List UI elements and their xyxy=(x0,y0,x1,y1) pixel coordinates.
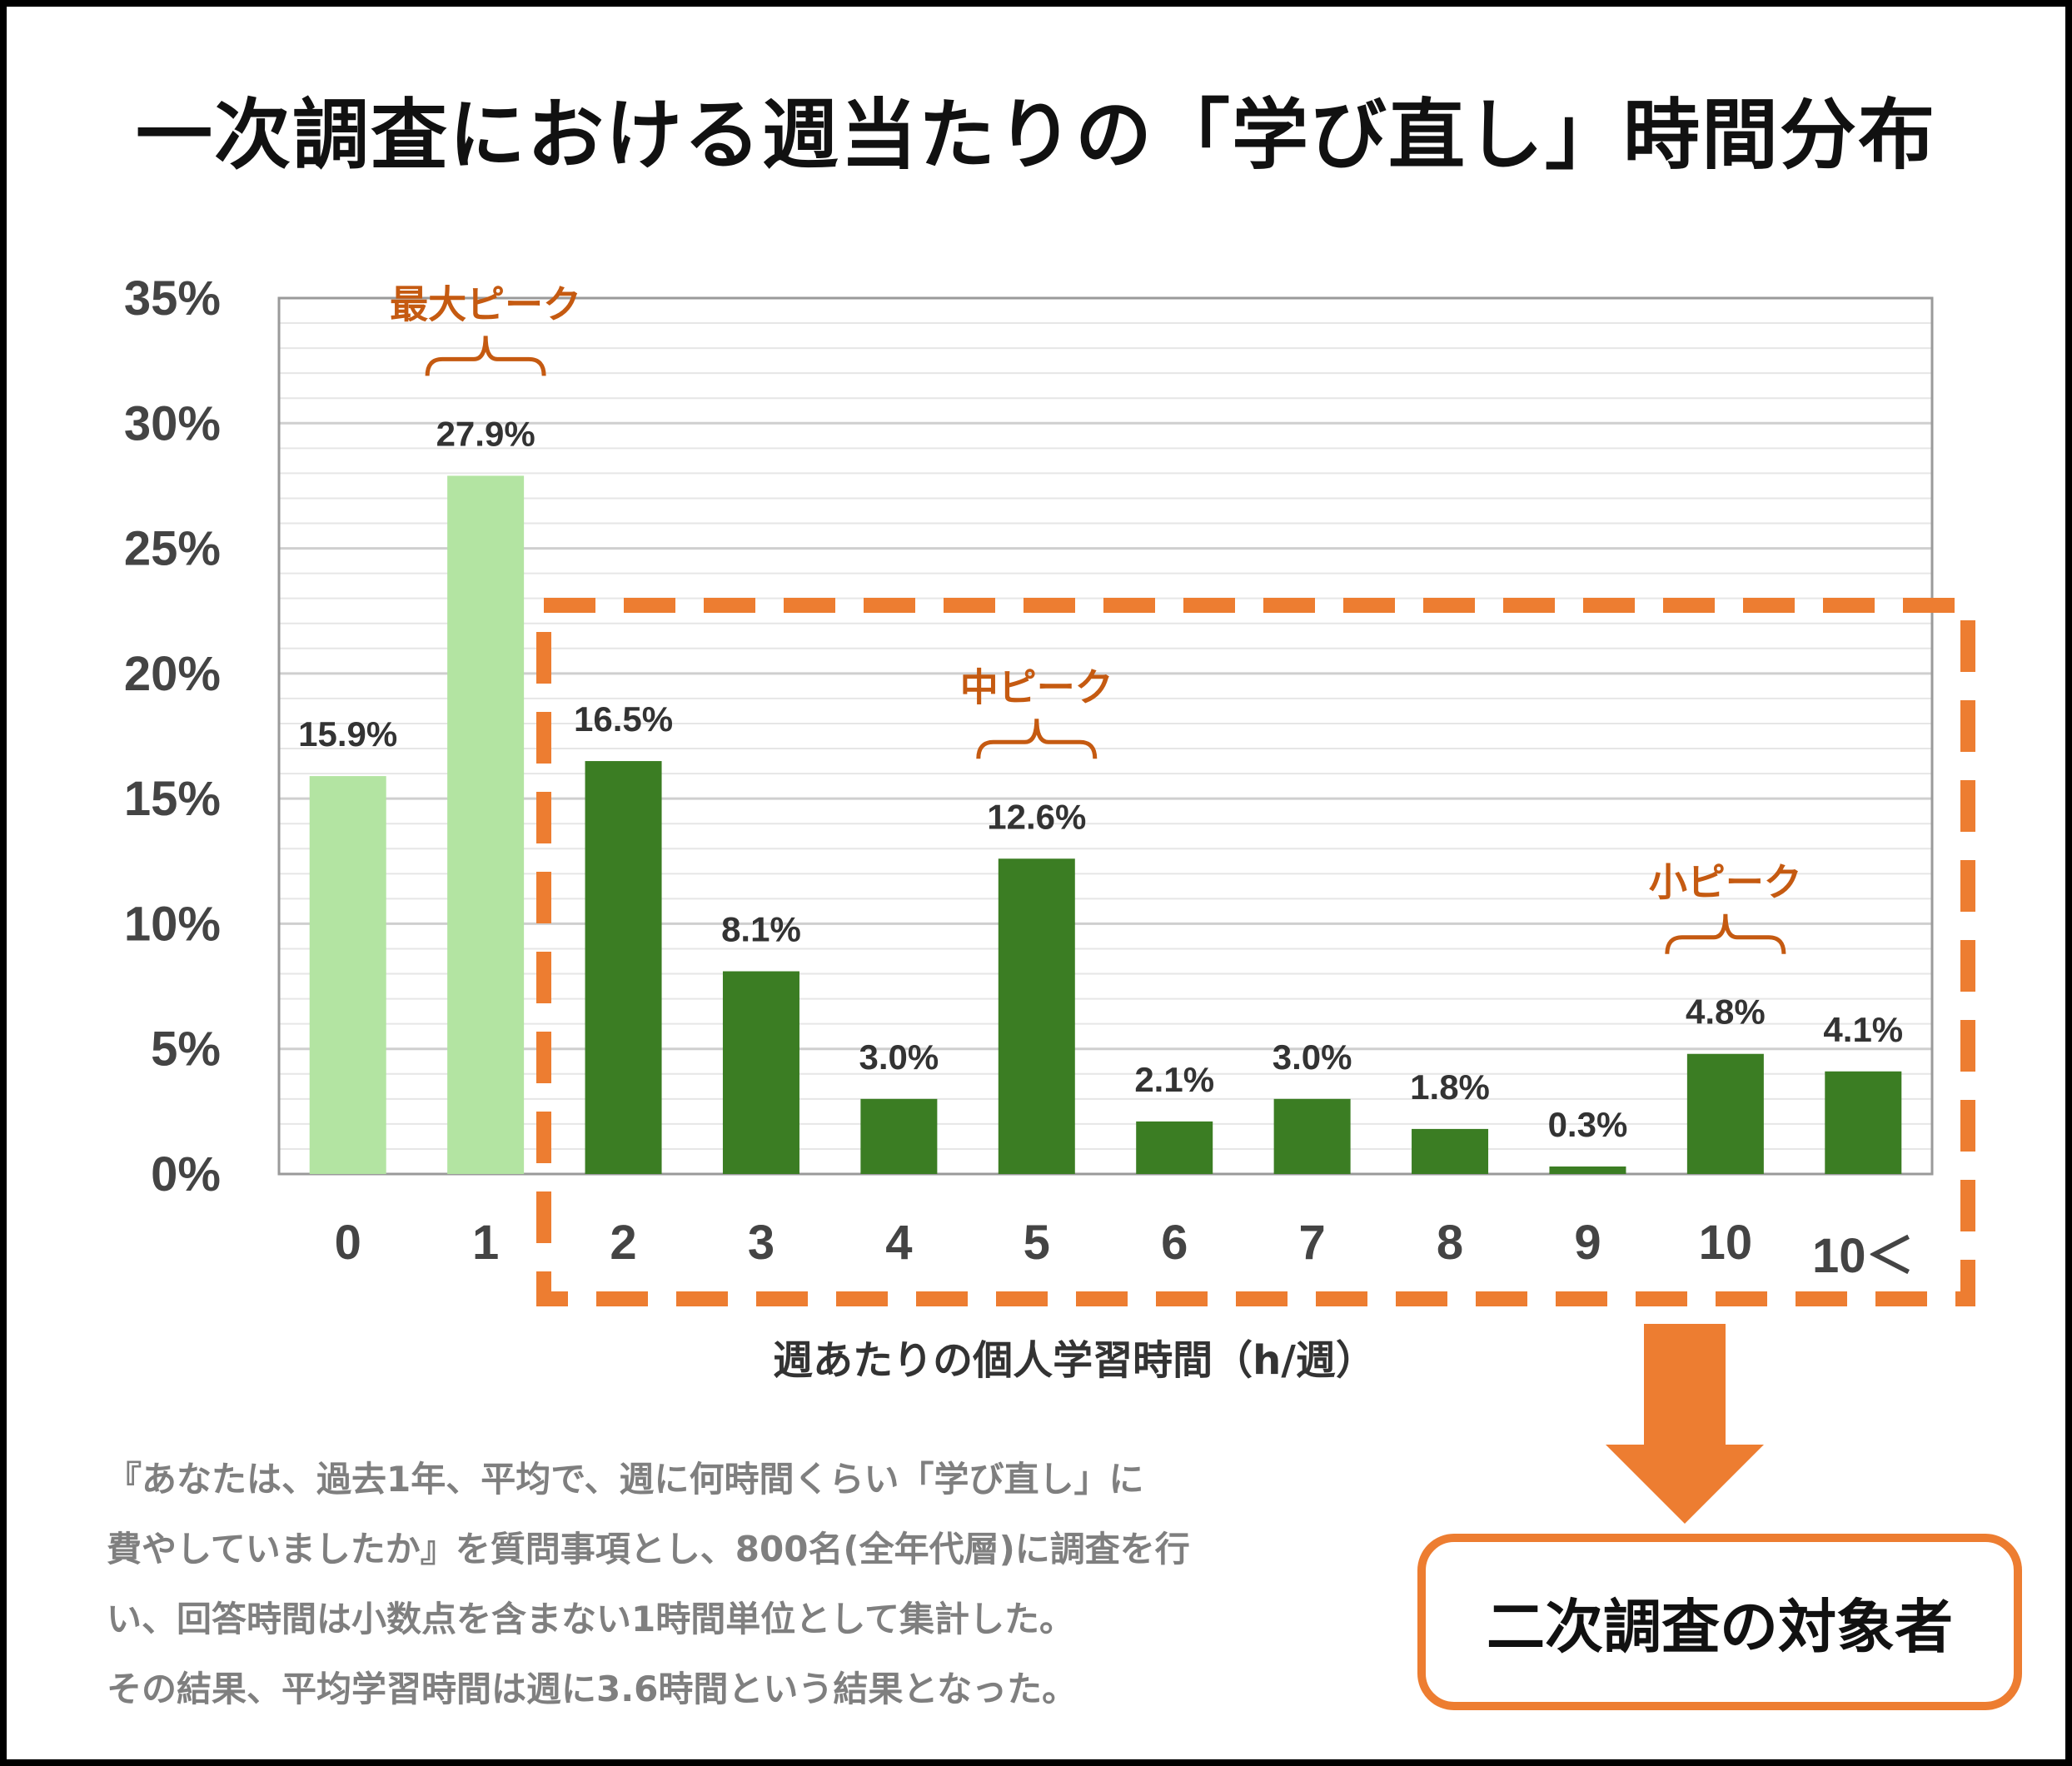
y-tick-label: 0% xyxy=(151,1147,221,1201)
bar xyxy=(1825,1071,1902,1174)
note-line: 『あなたは、過去1年、平均で、週に何時間くらい「学び直し」に xyxy=(107,1459,1144,1500)
target-box: 二次調査の対象者 xyxy=(1417,1534,2022,1710)
bar xyxy=(1273,1098,1351,1174)
x-tick-label: 0 xyxy=(335,1216,361,1270)
down-arrow-icon xyxy=(1606,1324,1764,1524)
y-tick-label: 15% xyxy=(124,772,221,826)
y-tick-label: 5% xyxy=(151,1022,221,1077)
gridlines xyxy=(279,322,1932,1176)
peak-bracket xyxy=(976,719,1098,759)
bar xyxy=(722,971,799,1174)
y-tick-label: 10% xyxy=(124,897,221,951)
data-label: 1.8% xyxy=(1410,1067,1490,1107)
data-label: 0.3% xyxy=(1548,1105,1628,1144)
data-label: 8.1% xyxy=(721,910,801,949)
x-tick-label: 5 xyxy=(1024,1216,1050,1270)
y-tick-label: 25% xyxy=(124,522,221,576)
x-tick-label: 6 xyxy=(1161,1216,1188,1270)
data-label: 3.0% xyxy=(1273,1037,1352,1077)
peak-bracket xyxy=(1665,913,1786,954)
y-tick-label: 35% xyxy=(124,271,221,326)
plot-area xyxy=(277,296,1934,1176)
data-label: 4.1% xyxy=(1823,1010,1903,1049)
x-tick-label: 10＜ xyxy=(1812,1229,1915,1283)
data-label: 16.5% xyxy=(574,699,673,739)
peak-bracket xyxy=(425,336,546,376)
peak-label: 中ピーク xyxy=(960,664,1113,709)
data-label: 12.6% xyxy=(987,797,1086,836)
x-tick-label: 2 xyxy=(610,1216,636,1270)
y-tick-label: 30% xyxy=(124,396,221,450)
bar xyxy=(1412,1128,1489,1174)
note-line: い、回答時間は小数点を含まない1時間単位として集計した。 xyxy=(107,1599,1074,1639)
y-axis-ticks: 0% 5% 10% 15% 20% 25% 30% 35% xyxy=(124,271,221,1201)
x-axis-ticks: 0 1 2 3 4 5 6 7 8 9 10 10＜ xyxy=(335,1216,1915,1283)
x-tick-label: 9 xyxy=(1574,1216,1601,1270)
bars xyxy=(309,475,1902,1174)
data-label: 15.9% xyxy=(298,714,397,754)
peak-label: 小ピーク xyxy=(1649,860,1802,905)
data-label: 4.8% xyxy=(1686,992,1766,1032)
data-label: 2.1% xyxy=(1134,1060,1214,1099)
x-tick-label: 1 xyxy=(472,1216,499,1270)
highlight-range-box xyxy=(536,598,1975,1306)
bar xyxy=(585,761,662,1174)
survey-note: 『あなたは、過去1年、平均で、週に何時間くらい「学び直し」に 費やしていましたか… xyxy=(107,1445,1406,1724)
x-tick-label: 4 xyxy=(885,1216,912,1270)
note-line: 費やしていましたか』を質問事項とし、800名(全年代層)に調査を行 xyxy=(107,1529,1190,1570)
bar xyxy=(860,1098,938,1174)
peak-label: 最大ピーク xyxy=(390,281,581,326)
x-tick-label: 7 xyxy=(1298,1216,1325,1270)
target-label: 二次調査の対象者 xyxy=(1487,1592,1953,1661)
bar xyxy=(1549,1166,1626,1174)
x-tick-label: 10 xyxy=(1699,1216,1753,1270)
note-line: その結果、平均学習時間は週に3.6時間という結果となった。 xyxy=(107,1669,1078,1709)
bar xyxy=(309,776,386,1174)
bar xyxy=(1136,1121,1213,1174)
bar xyxy=(998,858,1075,1174)
bar xyxy=(447,475,525,1174)
y-tick-label: 20% xyxy=(124,647,221,701)
data-labels: 15.9% 27.9% 16.5% 8.1% 3.0% 12.6% 2.1% 3.0% 1.8%… xyxy=(298,414,1903,1144)
x-axis-label: 週あたりの個人学習時間（h/週） xyxy=(773,1337,1376,1384)
data-label: 27.9% xyxy=(436,414,535,453)
x-tick-label: 3 xyxy=(748,1216,775,1270)
x-tick-label: 8 xyxy=(1437,1216,1463,1270)
bar xyxy=(1686,1053,1764,1174)
data-label: 3.0% xyxy=(859,1037,939,1077)
chart-title: 一次調査における週当たりの「学び直し」時間分布 xyxy=(135,91,1936,180)
